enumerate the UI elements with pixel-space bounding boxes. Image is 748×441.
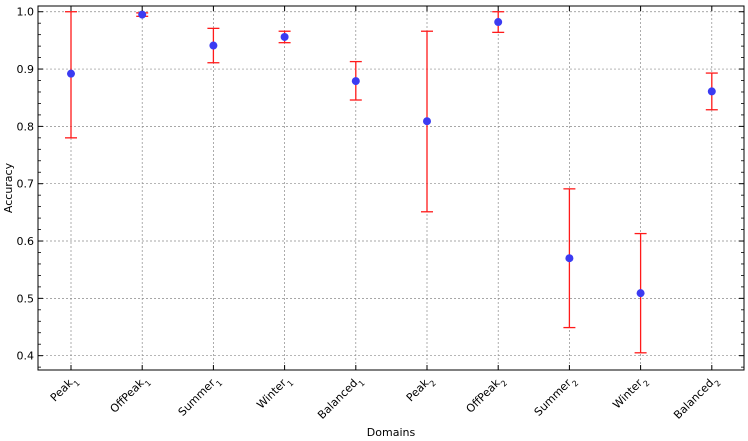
x-axis-label: Domains — [367, 426, 416, 439]
data-point — [423, 117, 431, 126]
data-point — [138, 10, 147, 19]
data-point — [351, 77, 360, 86]
y-axis-label: Accuracy — [2, 162, 15, 213]
y-tick-label: 0.5 — [17, 292, 35, 305]
data-point — [707, 87, 716, 96]
x-tick-label: Winter2 — [610, 373, 651, 414]
y-tick-label: 0.4 — [17, 350, 35, 363]
y-tick-label: 0.9 — [17, 63, 35, 76]
x-tick-label: OffPeak1 — [108, 373, 153, 418]
data-point — [209, 41, 218, 50]
x-tick-label: Summer2 — [532, 373, 580, 421]
y-axis-ticks: 0.4 0.5 0.6 0.7 0.8 0.9 1.0 — [17, 6, 744, 368]
x-tick-label: Peak2 — [404, 373, 438, 407]
data-point — [67, 69, 75, 78]
error-bars — [65, 11, 718, 354]
x-tick-label: OffPeak2 — [464, 373, 509, 418]
data-point — [280, 32, 289, 41]
y-tick-label: 1.0 — [17, 6, 35, 19]
x-tick-label: Summer1 — [176, 373, 224, 421]
x-tick-label: Winter1 — [254, 373, 295, 414]
x-tick-label: Balanced2 — [671, 373, 722, 424]
y-tick-label: 0.7 — [17, 178, 35, 191]
y-tick-label: 0.8 — [17, 120, 35, 133]
data-point — [636, 289, 645, 298]
plot-frame — [37, 5, 745, 371]
x-axis-ticks: Peak1 OffPeak1 Summer1 Winter1 Balanced1 Peak… — [48, 6, 722, 424]
data-points — [67, 10, 716, 298]
grid-lines — [38, 6, 744, 370]
data-point — [565, 254, 574, 263]
x-tick-label: Peak1 — [48, 373, 82, 407]
x-tick-label: Balanced1 — [315, 373, 366, 424]
data-point — [494, 18, 503, 27]
y-tick-label: 0.6 — [17, 235, 35, 248]
